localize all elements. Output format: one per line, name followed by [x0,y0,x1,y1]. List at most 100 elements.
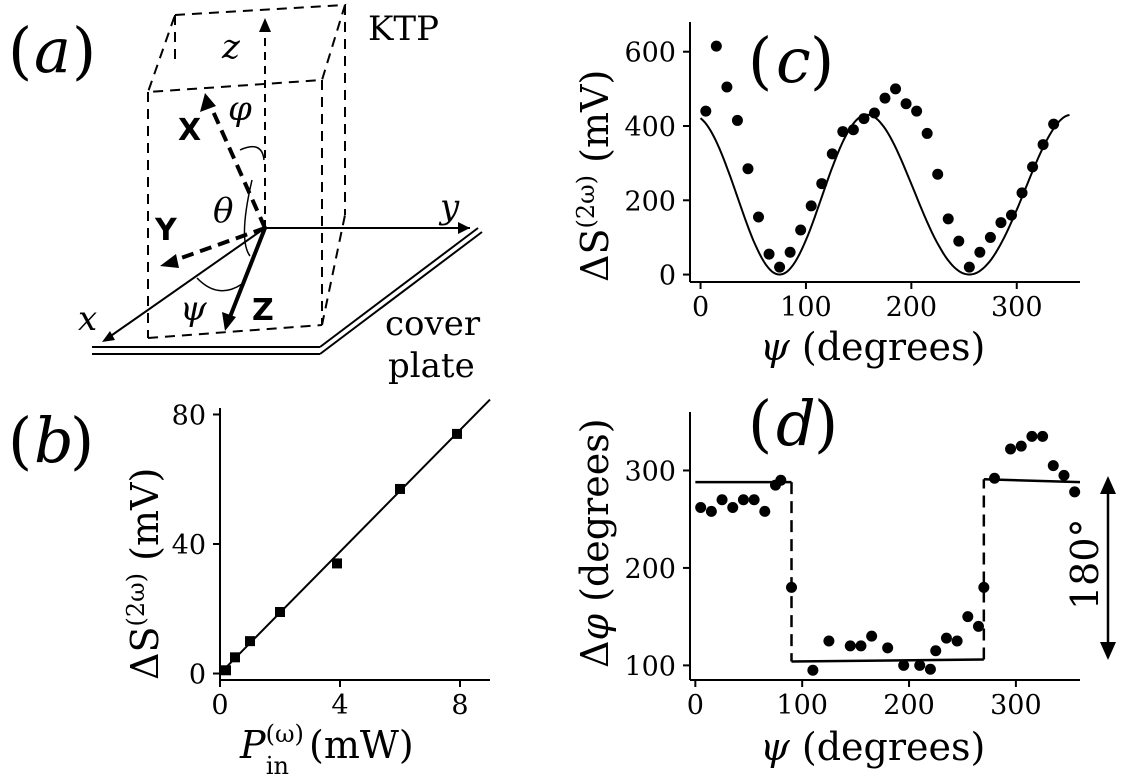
panel-c-close-paren: ) [810,24,834,97]
Y-axis-arrowhead [160,254,179,268]
panel-d-close-paren: ) [814,387,838,460]
chart-d-point [898,659,910,671]
chart-b-ytick-label: 0 [189,660,206,691]
chart-b-ylabel: ΔS(2ω) (mV) [122,468,167,680]
chart-c-point [774,261,786,273]
panel-a-open-paren: ( [8,14,32,87]
chart-c-point [710,40,722,52]
chart-d-point [716,494,728,506]
chart-d-point [940,632,952,644]
angle-phi: φ [228,89,252,129]
angle-theta: θ [213,191,233,231]
chart-d-point [1047,460,1059,472]
chart-c-point [1048,118,1060,130]
chart-c-point [963,261,975,273]
chart-b-point [275,607,285,617]
chart-c-point [847,124,859,136]
chart-d-point [978,581,990,593]
angle-arcs [196,145,265,292]
chart-b-point [452,428,462,439]
chart-c-point [858,113,870,125]
chart-d-ytick-label: 300 [624,456,676,487]
chart-b-xtick-label: 8 [451,690,468,721]
panel-a-close-paren: ) [72,14,96,87]
X-axis-arrowhead [200,93,216,112]
panel-c-label: c [776,24,811,97]
chart-d-point [695,502,707,514]
panel-a: ( a ) KTP cover plate [8,3,483,386]
chart-d-point [705,505,717,517]
chart-d-point [775,474,787,486]
chart-c-point [837,126,849,138]
chart-d-point [882,642,894,654]
chart-b-point [221,665,231,676]
chart-d-ytick-label: 100 [624,651,676,682]
panel-d-open-paren: ( [748,387,772,460]
chart-c-xlabel: ψ (degrees) [760,325,985,369]
chart-c-point [805,200,817,212]
chart-c-ytick-label: 0 [659,261,676,292]
chart-d-point [844,640,856,652]
chart-d-fit-segment [791,658,984,663]
chart-d-point [737,494,749,506]
chart-b-fit-line [219,398,491,675]
cover-plate [92,227,483,355]
chart-c-point [700,105,712,117]
chart-d-annotation: 180° [1063,518,1107,610]
lab-axis-y: y [438,187,460,227]
crystal-label: KTP [368,9,439,49]
chart-c-point [795,224,807,236]
lab-axis-x: x [78,299,97,339]
crystal-axes [169,99,267,323]
chart-c-point [942,213,954,225]
chart-c-point [1005,209,1017,221]
chart-d-point [1069,486,1081,498]
chart-c-point [784,246,796,258]
chart-d-xtick-label: 200 [883,690,935,721]
chart-d-point [727,502,739,514]
chart-b-point [395,483,405,494]
chart-c-point [763,248,775,260]
chart-c-point [868,107,880,119]
chart-c-point [753,211,765,223]
crystal-axis-Y: Y [154,213,178,248]
chart-c-point [816,178,828,190]
chart-b-ytick-label: 40 [172,530,206,561]
chart-d: 0 100 200 300 100 200 300 [624,412,1081,721]
Z-axis-arrowhead [222,312,236,331]
chart-b-xlabel: P(ω) in (mW) [239,720,414,778]
panel-b-label: b [34,404,74,477]
chart-c-point [731,114,743,126]
chart-c-xtick-label: 0 [692,292,709,323]
chart-c-ytick-label: 600 [624,38,676,69]
chart-c-titles: ΔS(2ω) (mV) ψ (degrees) [572,70,985,369]
chart-d-point [1005,443,1017,455]
chart-c-ytick-label: 400 [624,112,676,143]
chart-c-point [1016,187,1028,199]
chart-c-point [1027,161,1039,173]
chart-d-point [930,645,942,657]
chart-d-point [1037,430,1049,442]
chart-b-xtick-label: 0 [211,690,228,721]
chart-b-ytick-label: 80 [172,400,206,431]
chart-d-point [1058,469,1070,481]
chart-d-fit-segment [983,477,1081,484]
chart-c-fit-curve [699,113,1070,276]
chart-d-xtick-label: 0 [687,690,704,721]
angle-psi: ψ [180,289,207,329]
chart-c-point [984,231,996,243]
panel-b-close-paren: ) [70,404,94,477]
chart-d-point [1015,440,1027,452]
chart-d-point [989,472,1001,484]
chart-d-point [972,620,984,632]
chart-b-point [230,652,240,663]
chart-d-point [855,640,867,652]
chart-c-point [921,127,933,139]
chart-c-xtick-label: 200 [886,292,938,323]
y-axis-arrowhead [458,222,470,234]
chart-c-point [879,92,891,104]
crystal-axis-Z: Z [252,293,274,328]
chart-d-xtick-label: 300 [990,690,1042,721]
lab-axes [104,25,470,341]
